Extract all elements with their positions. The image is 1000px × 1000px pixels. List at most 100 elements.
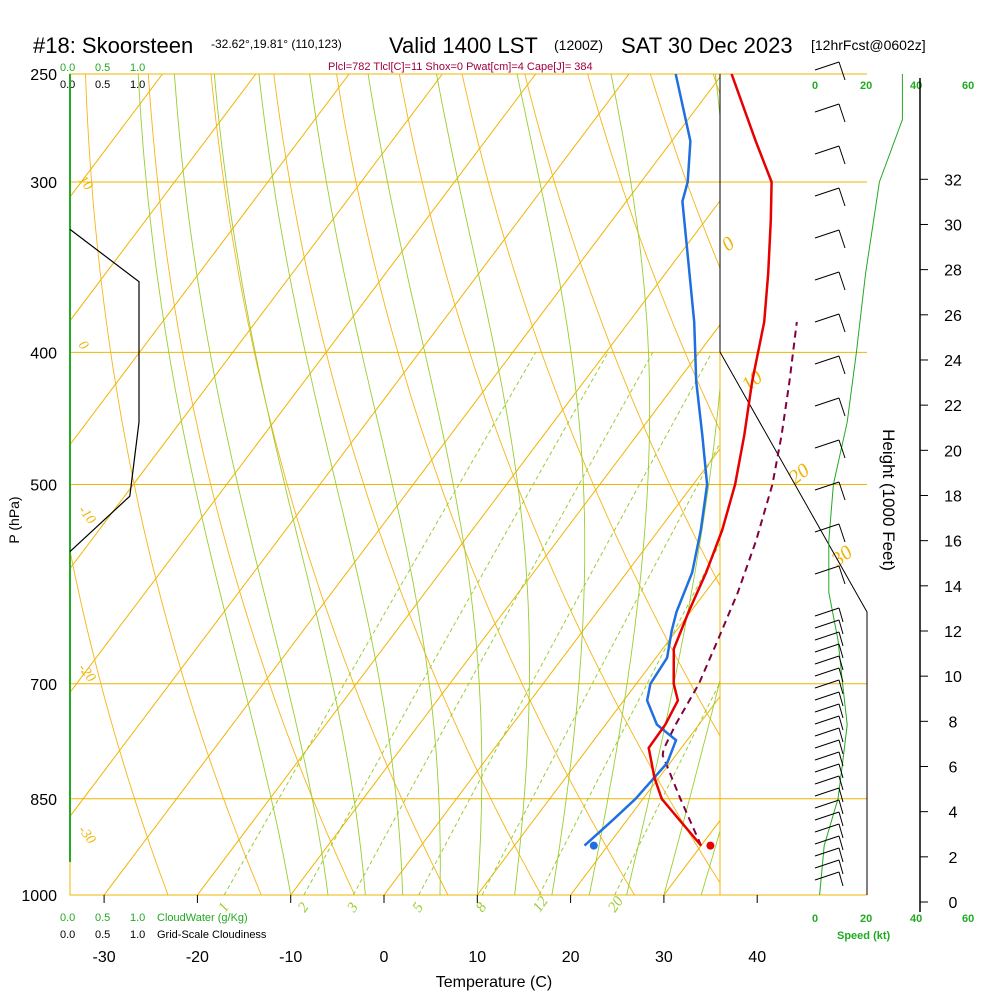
parcel-indices: Plcl=782 Tlcl[C]=11 Shox=0 Pwat[cm]=4 Ca… bbox=[328, 61, 593, 73]
wind-barb-flag bbox=[838, 607, 844, 623]
wind-barb bbox=[814, 481, 840, 491]
mixing-ratio-line bbox=[538, 542, 720, 895]
dry-adiabat bbox=[398, 74, 720, 884]
wind-barb bbox=[814, 739, 840, 749]
mixing-ratio-line bbox=[352, 352, 654, 895]
mixing-ratio-label: 20 bbox=[605, 893, 627, 915]
cloudiness-top-2: 1.0 bbox=[130, 79, 145, 91]
wind-barb bbox=[814, 271, 840, 281]
p-tick-250: 250 bbox=[30, 67, 57, 84]
forecast-label: [12hrFcst@0602z] bbox=[811, 37, 926, 53]
moist-adiabat bbox=[213, 74, 366, 895]
wind-barb bbox=[814, 655, 840, 665]
isotherm-label: 0 bbox=[75, 338, 91, 353]
height-tick-8: 8 bbox=[949, 714, 958, 731]
p-tick-400: 400 bbox=[30, 345, 57, 362]
moist-adiabat bbox=[516, 74, 586, 895]
speed-bottom-1: 20 bbox=[860, 913, 872, 925]
cloudiness-bottom-label: Grid-Scale Cloudiness bbox=[157, 929, 267, 941]
cloudwater-bottom-0: 0.0 bbox=[60, 912, 75, 924]
height-tick-10: 10 bbox=[944, 669, 962, 686]
wind-barb-flag bbox=[838, 667, 844, 683]
wind-barb-flag bbox=[838, 523, 846, 543]
wind-barb-flag bbox=[838, 271, 846, 291]
height-tick-30: 30 bbox=[944, 217, 962, 234]
valid-date: SAT 30 Dec 2023 bbox=[621, 33, 793, 58]
wind-barb-flag bbox=[838, 655, 844, 671]
p-tick-1000: 1000 bbox=[21, 888, 57, 905]
wind-barb-flag bbox=[838, 739, 844, 755]
moist-adiabat bbox=[367, 74, 483, 895]
x-tick--30: -30 bbox=[93, 949, 116, 966]
mixing-ratio-line bbox=[303, 352, 609, 895]
cloudwater-bottom-1: 0.5 bbox=[95, 912, 110, 924]
dry-adiabat bbox=[210, 74, 449, 895]
moist-adiabat bbox=[258, 74, 404, 895]
top-cloud-scales: 0.0 0.5 1.0 0.0 0.5 1.0 bbox=[60, 62, 145, 91]
cloudiness-top-1: 0.5 bbox=[95, 79, 110, 91]
speed-bottom-2: 40 bbox=[910, 913, 922, 925]
wind-barb-flag bbox=[838, 61, 846, 81]
zulu-time: (1200Z) bbox=[554, 37, 603, 53]
height-tick-16: 16 bbox=[944, 534, 962, 551]
x-tick-20: 20 bbox=[562, 949, 580, 966]
height-tick-14: 14 bbox=[944, 579, 962, 596]
isotherm-line bbox=[70, 74, 350, 446]
height-tick-12: 12 bbox=[944, 624, 962, 641]
mixing-ratio-label: 8 bbox=[473, 900, 491, 916]
cloudwater-top-2: 1.0 bbox=[130, 62, 145, 74]
isotherm-line bbox=[103, 76, 720, 895]
dry-adiabat bbox=[70, 548, 169, 895]
dry-adiabat bbox=[461, 74, 720, 737]
wind-barb bbox=[814, 643, 840, 653]
wind-barb-flag bbox=[838, 313, 846, 333]
wind-barb-flag bbox=[838, 397, 846, 417]
wind-barb bbox=[814, 823, 840, 833]
moist-adiabat bbox=[663, 678, 720, 895]
dry-adiabat bbox=[964, 74, 1000, 895]
wind-barb bbox=[814, 835, 840, 845]
cloudiness-top-0: 0.0 bbox=[60, 79, 75, 91]
station-coords: -32.62°,19.81° (110,123) bbox=[211, 37, 342, 51]
dry-adiabat bbox=[524, 74, 720, 587]
cloudwater-bottom-2: 1.0 bbox=[130, 912, 145, 924]
height-tick-20: 20 bbox=[944, 443, 962, 460]
p-tick-300: 300 bbox=[30, 175, 57, 192]
wind-barb bbox=[814, 607, 840, 617]
wind-barb-flag bbox=[838, 439, 846, 459]
wind-barb bbox=[814, 631, 840, 641]
wind-barb bbox=[814, 619, 840, 629]
mixing-ratio-line bbox=[223, 352, 537, 895]
dry-adiabat bbox=[336, 74, 635, 895]
isotherm-line bbox=[70, 74, 443, 570]
wind-barb bbox=[814, 799, 840, 809]
bottom-cloud-scales: 0.0 0.5 1.0 CloudWater (g/Kg) 0.0 0.5 1.… bbox=[60, 912, 267, 941]
isotherm-line bbox=[383, 447, 720, 895]
speed-top-green-2: 60 bbox=[962, 80, 974, 92]
dry-adiabat bbox=[85, 74, 262, 895]
wind-barb-flag bbox=[838, 871, 844, 887]
wind-barb-flag bbox=[838, 619, 844, 635]
speed-axis-label: Speed (kt) bbox=[837, 930, 891, 942]
wind-barb-flag bbox=[838, 847, 844, 863]
isotherm-line bbox=[851, 74, 1000, 895]
wind-barb-flag bbox=[838, 775, 844, 791]
wind-barb bbox=[814, 523, 840, 533]
wind-barb-flag bbox=[838, 823, 844, 839]
dry-adiabat bbox=[587, 74, 720, 432]
dry-adiabat bbox=[147, 74, 356, 895]
speed-top-black-0: 0 bbox=[812, 80, 818, 92]
temperature-curve bbox=[647, 73, 773, 847]
height-tick-28: 28 bbox=[944, 263, 962, 280]
y-axis-title: P (hPa) bbox=[6, 496, 22, 543]
profile-lines bbox=[583, 73, 798, 850]
wind-barb-flag bbox=[838, 481, 846, 501]
x-tick-10: 10 bbox=[468, 949, 486, 966]
wind-barb bbox=[814, 691, 840, 701]
moist-adiabat bbox=[588, 74, 651, 895]
wind-barb bbox=[814, 763, 840, 773]
wind-barb bbox=[814, 229, 840, 239]
speed-bottom-0: 0 bbox=[812, 913, 818, 925]
wind-barb bbox=[814, 715, 840, 725]
wind-barb-flag bbox=[838, 187, 846, 207]
